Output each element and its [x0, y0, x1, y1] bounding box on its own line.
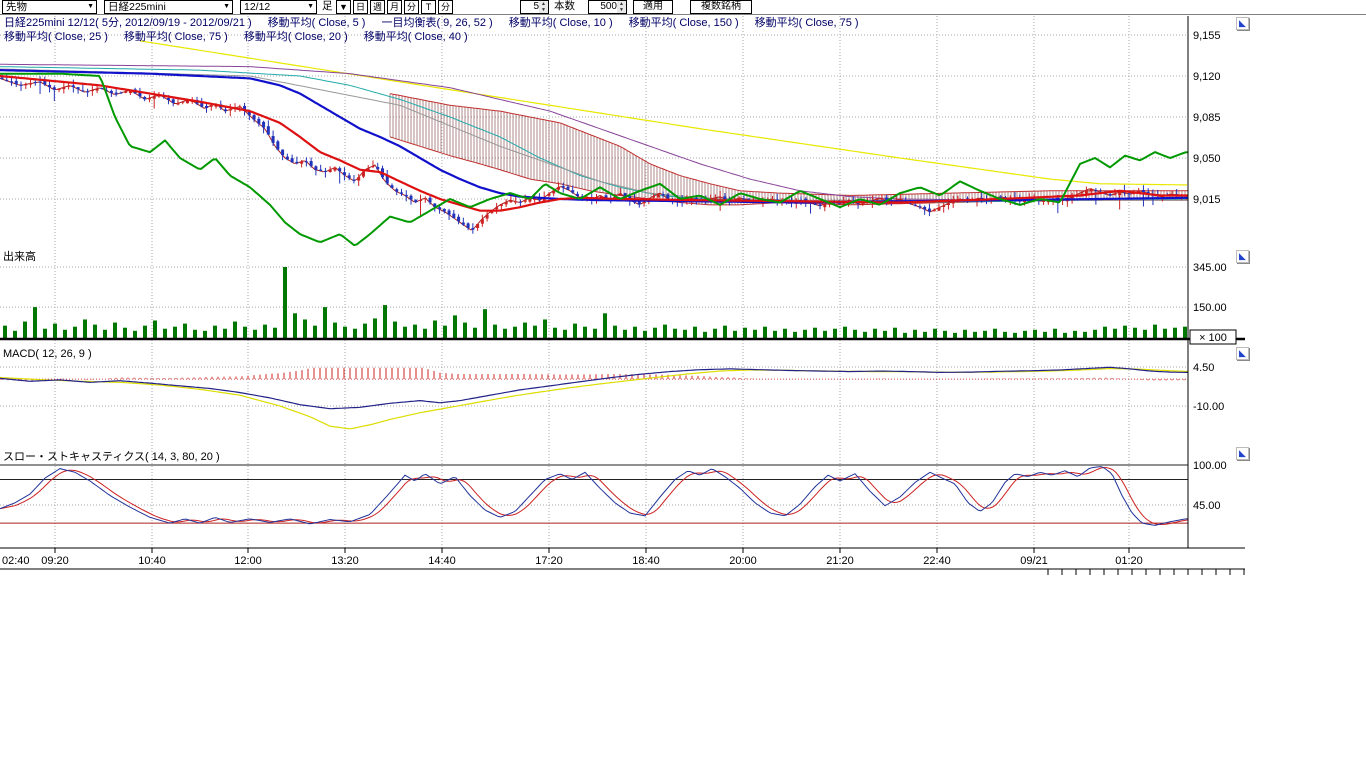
- svg-text:345.00: 345.00: [1193, 262, 1227, 274]
- indicator-label: 移動平均( Close, 25 ): [4, 31, 108, 43]
- indicator-label: 移動平均( Close, 40 ): [364, 31, 468, 43]
- svg-text:9,155: 9,155: [1193, 30, 1221, 42]
- stoch-pane-scale-icon[interactable]: ◣: [1236, 447, 1249, 460]
- chevron-down-icon: ▼: [87, 1, 94, 13]
- macd-pane-label: MACD( 12, 26, 9 ): [3, 348, 92, 360]
- contract-select[interactable]: ▼ 12/12: [240, 0, 317, 14]
- timeframe-button-0[interactable]: ▼: [336, 0, 351, 14]
- volume-pane-scale-icon[interactable]: ◣: [1236, 250, 1249, 263]
- svg-text:18:40: 18:40: [632, 555, 660, 567]
- bars-label: 本数: [554, 0, 575, 13]
- market-select[interactable]: ▼ 先物: [2, 0, 97, 14]
- svg-text:22:40: 22:40: [923, 555, 951, 567]
- symbol-select-value: 日経225mini: [108, 1, 166, 13]
- svg-text:150.00: 150.00: [1193, 302, 1227, 314]
- minutes-spinner[interactable]: ▲▼: [539, 0, 549, 14]
- chart-area[interactable]: 9,155 9,120 9,085 9,050 9,015 345.00 150.00 4.5…: [0, 0, 1366, 768]
- gridlines: [0, 16, 1188, 548]
- volume-pane-label: 出来高: [3, 248, 36, 264]
- indicator-header-line1: 日経225mini 12/12( 5分, 2012/09/19 - 2012/0…: [4, 17, 875, 30]
- volume-multiplier-box: × 100: [1190, 330, 1236, 344]
- multi-symbol-button[interactable]: 複数銘柄: [690, 0, 752, 14]
- apply-button[interactable]: 適用: [633, 0, 673, 14]
- chevron-down-icon: ▼: [223, 1, 230, 13]
- toolbar: ▼ 先物 ▼ 日経225mini ▼ 12/12 足 ▼日週月分T分 5 ▲▼ …: [0, 0, 1366, 14]
- svg-text:9,085: 9,085: [1193, 112, 1221, 124]
- timeframe-button-5[interactable]: T: [421, 0, 436, 14]
- svg-text:100.00: 100.00: [1193, 460, 1227, 472]
- timeframe-button-1[interactable]: 日: [353, 0, 368, 14]
- price-pane-scale-icon[interactable]: ◣: [1236, 17, 1249, 30]
- svg-text:21:20: 21:20: [826, 555, 854, 567]
- svg-text:14:40: 14:40: [428, 555, 456, 567]
- market-select-value: 先物: [6, 1, 27, 13]
- svg-text:09:20: 09:20: [41, 555, 69, 567]
- svg-text:10:40: 10:40: [138, 555, 166, 567]
- contract-select-value: 12/12: [244, 1, 270, 13]
- pane-borders: [0, 14, 1366, 575]
- svg-text:01:20: 01:20: [1115, 555, 1143, 567]
- symbol-select[interactable]: ▼ 日経225mini: [104, 0, 233, 14]
- svg-text:09/21: 09/21: [1020, 555, 1048, 567]
- ashi-label: 足: [322, 0, 333, 13]
- svg-text:02:40: 02:40: [2, 555, 30, 567]
- stochastics-pane: [0, 465, 1188, 525]
- svg-text:9,050: 9,050: [1193, 153, 1221, 165]
- svg-text:× 100: × 100: [1199, 332, 1227, 344]
- indicator-label: 移動平均( Close, 20 ): [244, 31, 348, 43]
- svg-text:9,120: 9,120: [1193, 71, 1221, 83]
- indicator-header-line2: 移動平均( Close, 25 ) 移動平均( Close, 75 ) 移動平均( …: [4, 31, 484, 44]
- svg-text:20:00: 20:00: [729, 555, 757, 567]
- macd-pane-scale-icon[interactable]: ◣: [1236, 347, 1249, 360]
- axis-labels: 9,155 9,120 9,085 9,050 9,015 345.00 150.00 4.5…: [2, 30, 1227, 567]
- timeframe-button-2[interactable]: 週: [370, 0, 385, 14]
- svg-text:4.50: 4.50: [1193, 362, 1214, 374]
- svg-text:45.00: 45.00: [1193, 500, 1221, 512]
- indicator-label: 一目均衡表( 9, 26, 52 ): [381, 17, 492, 29]
- bars-spinner[interactable]: ▲▼: [617, 0, 627, 14]
- indicator-label: 移動平均( Close, 75 ): [124, 31, 228, 43]
- indicator-label: 移動平均( Close, 75 ): [755, 17, 859, 29]
- stoch-pane-label: スロー・ストキャスティクス( 14, 3, 80, 20 ): [3, 448, 220, 464]
- timeframe-button-3[interactable]: 月: [387, 0, 402, 14]
- indicator-label: 移動平均( Close, 5 ): [268, 17, 366, 29]
- svg-text:12:00: 12:00: [234, 555, 262, 567]
- volume-bars: [3, 267, 1187, 338]
- indicator-label: 移動平均( Close, 10 ): [509, 17, 613, 29]
- minutes-input[interactable]: 5: [520, 0, 541, 14]
- timeframe-button-6[interactable]: 分: [438, 0, 453, 14]
- indicator-label: 移動平均( Close, 150 ): [629, 17, 739, 29]
- svg-text:13:20: 13:20: [331, 555, 359, 567]
- timeframe-button-4[interactable]: 分: [404, 0, 419, 14]
- app-window: 9,155 9,120 9,085 9,050 9,015 345.00 150.00 4.5…: [0, 0, 1366, 768]
- svg-text:17:20: 17:20: [535, 555, 563, 567]
- macd-pane: [0, 367, 1188, 428]
- svg-text:9,015: 9,015: [1193, 194, 1221, 206]
- svg-text:-10.00: -10.00: [1193, 401, 1224, 413]
- chevron-down-icon: ▼: [307, 1, 314, 13]
- indicator-label: 日経225mini 12/12( 5分, 2012/09/19 - 2012/0…: [4, 17, 252, 29]
- bars-input[interactable]: 500: [588, 0, 619, 14]
